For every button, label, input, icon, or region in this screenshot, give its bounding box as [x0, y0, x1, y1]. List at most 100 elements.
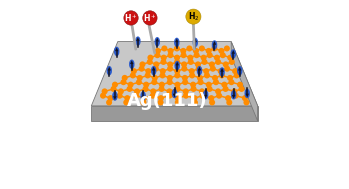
Circle shape: [159, 82, 165, 88]
Polygon shape: [194, 38, 197, 42]
Circle shape: [189, 72, 195, 78]
Circle shape: [221, 82, 228, 88]
Polygon shape: [107, 67, 111, 70]
Polygon shape: [204, 95, 207, 99]
Circle shape: [194, 52, 200, 58]
Circle shape: [193, 48, 199, 54]
Circle shape: [186, 9, 201, 24]
Circle shape: [137, 75, 143, 81]
Circle shape: [206, 48, 212, 54]
Polygon shape: [231, 42, 258, 121]
Circle shape: [192, 95, 198, 101]
Circle shape: [118, 88, 124, 94]
Circle shape: [224, 66, 230, 72]
Polygon shape: [141, 96, 145, 100]
Circle shape: [218, 48, 224, 54]
Circle shape: [158, 86, 165, 92]
Ellipse shape: [130, 60, 134, 68]
Circle shape: [186, 45, 192, 51]
Circle shape: [224, 45, 230, 51]
Circle shape: [153, 66, 159, 72]
Text: Ag(111): Ag(111): [127, 92, 207, 110]
Circle shape: [203, 68, 209, 74]
Circle shape: [199, 88, 205, 94]
Circle shape: [124, 11, 138, 25]
Circle shape: [143, 82, 149, 88]
Polygon shape: [245, 94, 249, 97]
Circle shape: [237, 82, 243, 88]
Circle shape: [214, 55, 220, 61]
Circle shape: [124, 95, 130, 101]
Circle shape: [198, 79, 203, 85]
Circle shape: [211, 45, 217, 51]
Circle shape: [112, 82, 118, 88]
Circle shape: [128, 82, 134, 88]
Circle shape: [220, 52, 226, 58]
Circle shape: [155, 48, 161, 54]
Circle shape: [159, 72, 165, 78]
Circle shape: [160, 68, 166, 74]
Ellipse shape: [151, 67, 156, 75]
Circle shape: [195, 61, 201, 67]
Circle shape: [233, 93, 239, 99]
Polygon shape: [91, 42, 258, 106]
Circle shape: [100, 93, 106, 99]
Circle shape: [122, 75, 128, 81]
Ellipse shape: [136, 37, 140, 45]
Circle shape: [134, 88, 140, 94]
Circle shape: [190, 82, 196, 88]
Circle shape: [192, 99, 198, 105]
Polygon shape: [198, 67, 201, 70]
Circle shape: [215, 59, 221, 65]
Ellipse shape: [141, 92, 145, 100]
Polygon shape: [152, 67, 155, 70]
Circle shape: [223, 61, 229, 67]
Circle shape: [161, 45, 168, 51]
Circle shape: [123, 99, 129, 105]
Circle shape: [227, 55, 233, 61]
Circle shape: [175, 99, 181, 105]
Circle shape: [151, 79, 157, 85]
Circle shape: [218, 68, 224, 74]
Polygon shape: [238, 67, 242, 70]
Circle shape: [182, 79, 188, 85]
Ellipse shape: [172, 89, 177, 98]
Circle shape: [207, 86, 213, 92]
Circle shape: [183, 93, 189, 99]
Polygon shape: [91, 106, 258, 121]
Ellipse shape: [175, 38, 179, 46]
Circle shape: [143, 11, 157, 25]
Text: H$^+$: H$^+$: [124, 12, 138, 24]
Ellipse shape: [115, 47, 119, 55]
Circle shape: [136, 79, 142, 85]
Circle shape: [183, 88, 189, 94]
Circle shape: [191, 86, 196, 92]
Circle shape: [152, 75, 158, 81]
Ellipse shape: [213, 41, 217, 49]
Circle shape: [139, 66, 144, 72]
Ellipse shape: [175, 61, 179, 70]
Ellipse shape: [203, 91, 208, 99]
Circle shape: [142, 86, 149, 92]
Circle shape: [144, 72, 151, 78]
Circle shape: [167, 79, 173, 85]
Circle shape: [231, 88, 237, 94]
Polygon shape: [113, 96, 117, 100]
Ellipse shape: [155, 38, 159, 46]
Circle shape: [168, 52, 173, 58]
Circle shape: [140, 99, 147, 105]
Circle shape: [174, 68, 180, 74]
Polygon shape: [231, 50, 235, 54]
Circle shape: [216, 93, 222, 99]
Polygon shape: [220, 68, 224, 72]
Circle shape: [199, 45, 205, 51]
Ellipse shape: [220, 68, 224, 76]
Circle shape: [145, 68, 151, 74]
Circle shape: [189, 68, 195, 74]
Circle shape: [180, 48, 186, 54]
Polygon shape: [115, 47, 119, 51]
Circle shape: [168, 48, 173, 54]
Circle shape: [243, 99, 250, 105]
Circle shape: [102, 88, 107, 94]
Circle shape: [147, 55, 154, 61]
